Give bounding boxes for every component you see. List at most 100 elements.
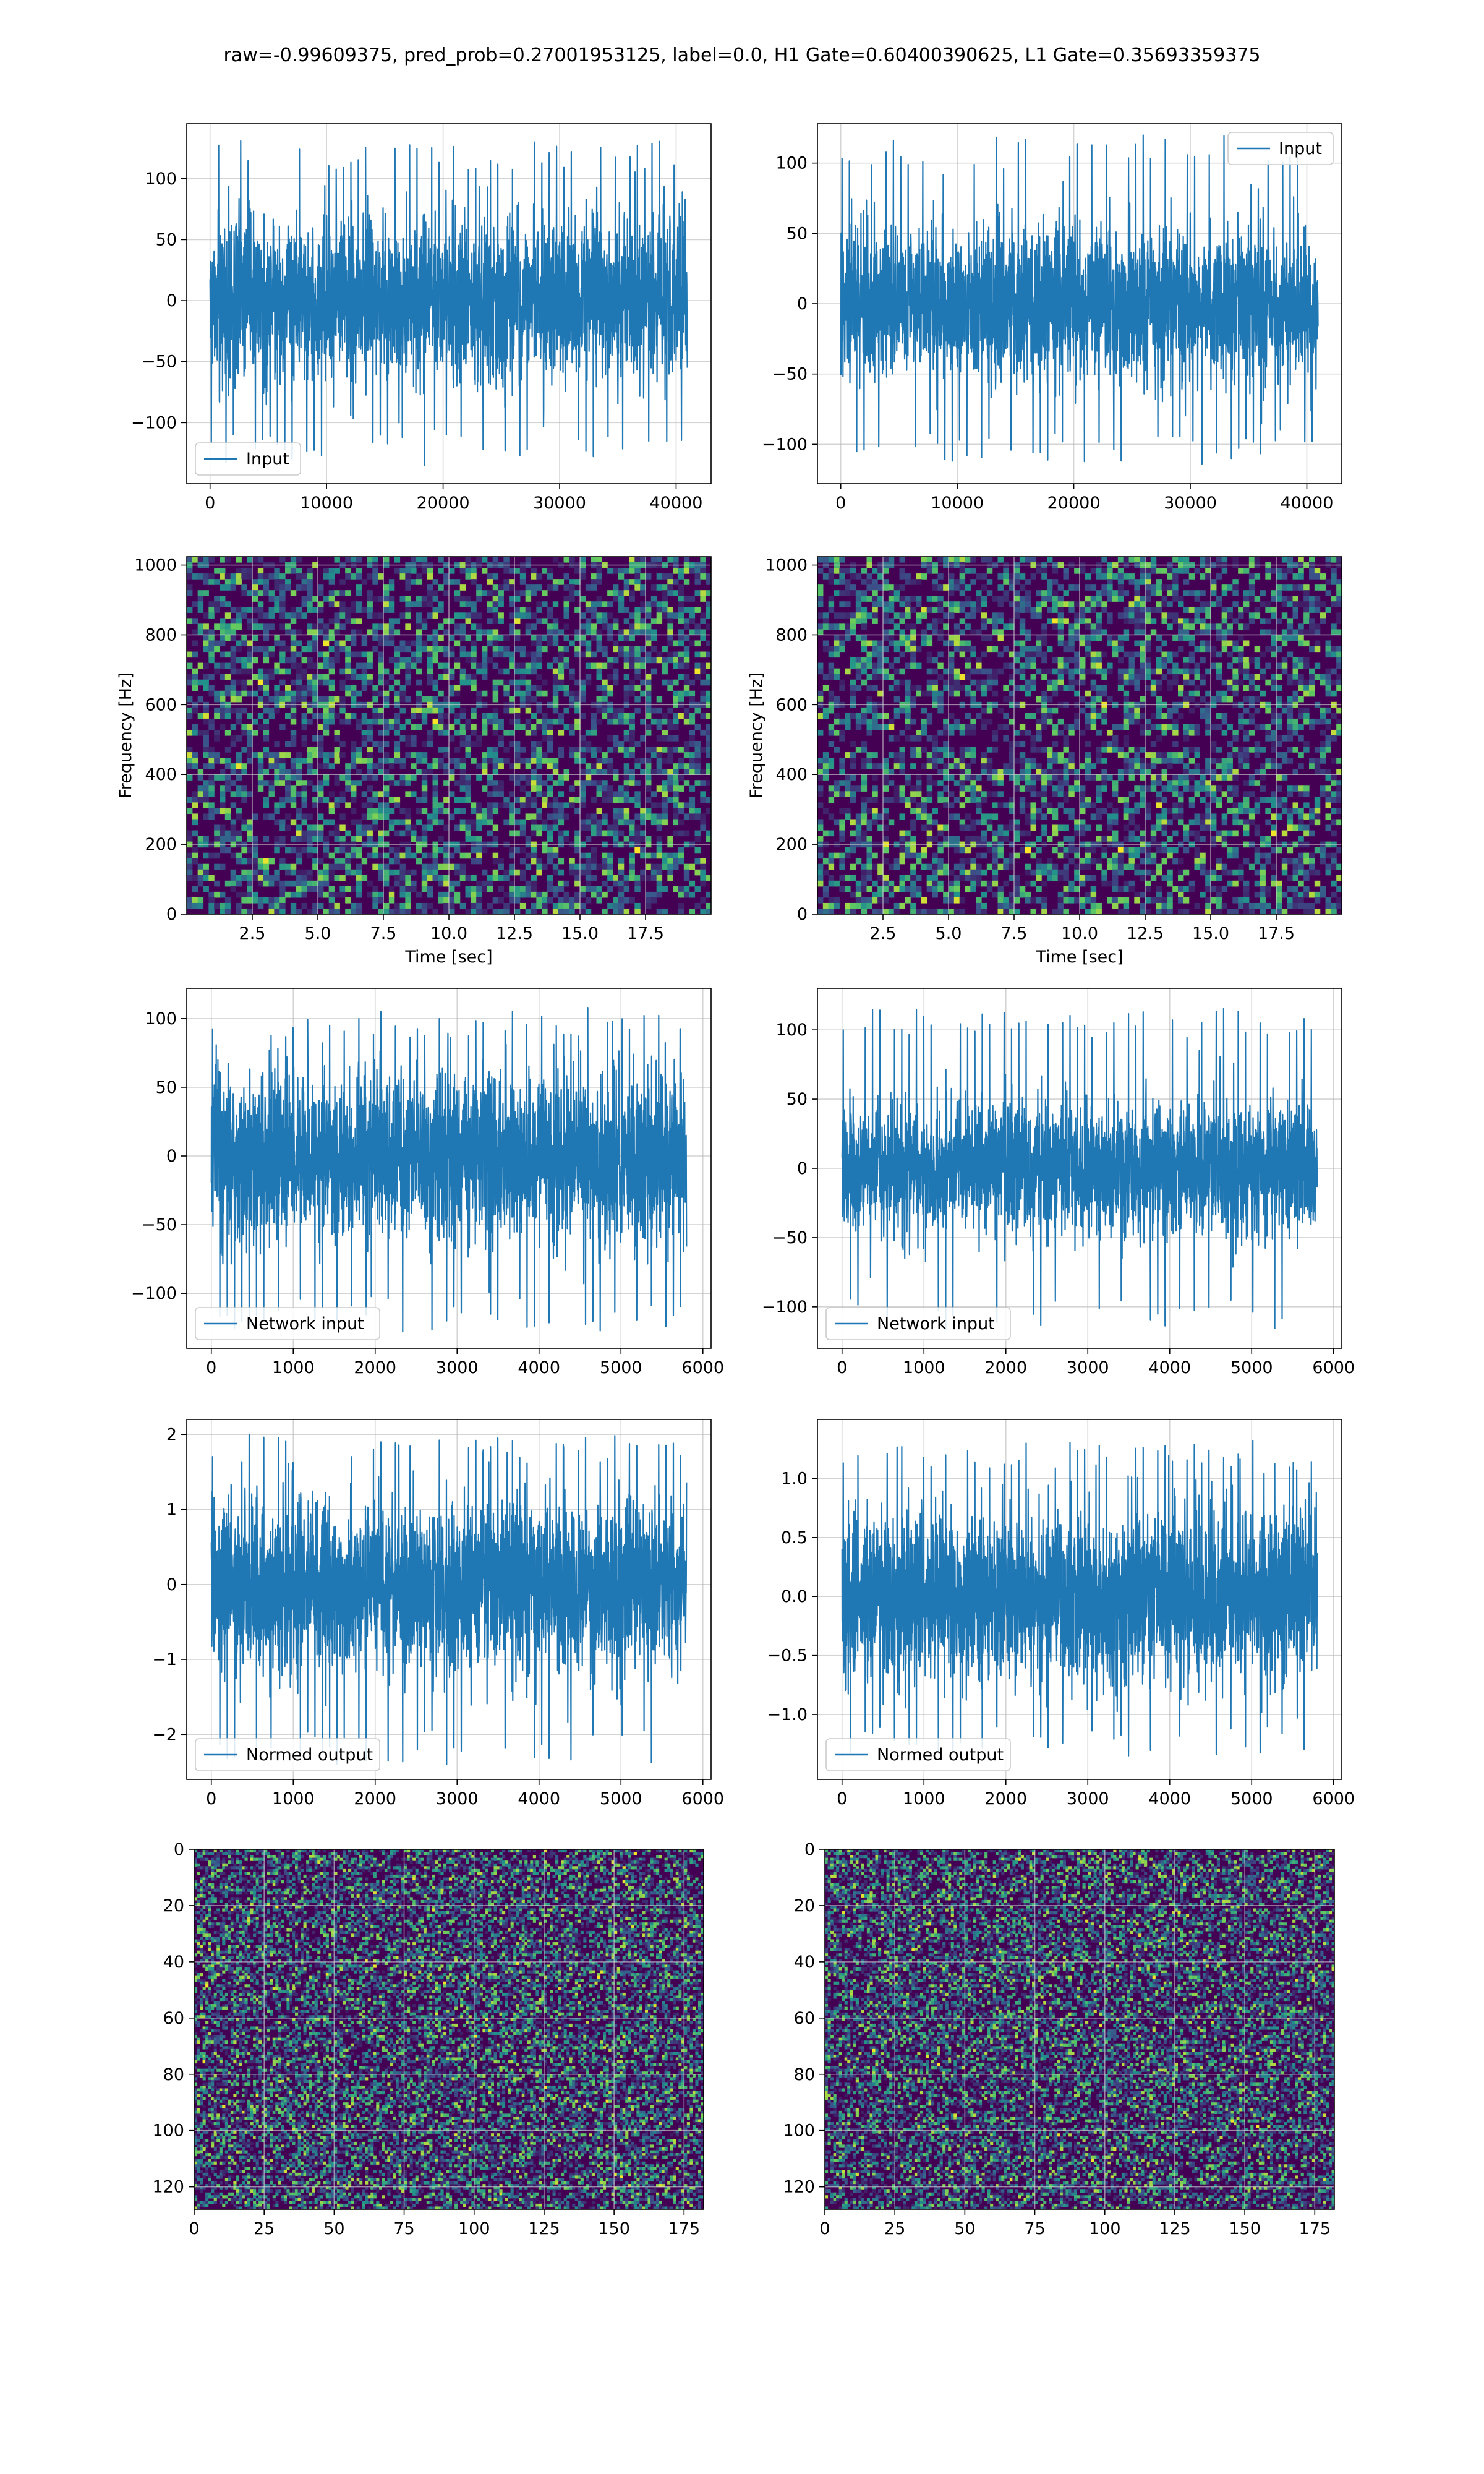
axes-frame bbox=[824, 1849, 1335, 2210]
x-tick-label: 150 bbox=[1229, 2219, 1261, 2238]
x-tick-label: 5.0 bbox=[936, 924, 962, 943]
y-tick-label: −1.0 bbox=[767, 1705, 808, 1724]
series-line bbox=[210, 1006, 688, 1333]
y-tick-label: −1 bbox=[152, 1650, 177, 1669]
x-tick-label: 6000 bbox=[1312, 1789, 1355, 1808]
legend: Network input bbox=[825, 1307, 1011, 1340]
x-tick-label: 2000 bbox=[354, 1358, 396, 1377]
x-tick-label: 175 bbox=[668, 2219, 701, 2238]
y-axis-label: Frequency [Hz] bbox=[116, 672, 135, 798]
y-tick-label: 60 bbox=[163, 2009, 184, 2028]
x-axis-label: Time [sec] bbox=[404, 948, 492, 967]
legend: Network input bbox=[195, 1307, 380, 1340]
y-tick-label: 80 bbox=[163, 2065, 184, 2084]
axes-frame bbox=[817, 1419, 1342, 1780]
x-tick-label: 4000 bbox=[1148, 1789, 1191, 1808]
legend: Input bbox=[1227, 132, 1334, 165]
x-tick-label: 4000 bbox=[1148, 1358, 1191, 1377]
x-tick-label: 2000 bbox=[354, 1789, 396, 1808]
y-tick-label: 800 bbox=[145, 625, 177, 644]
x-tick-label: 75 bbox=[393, 2219, 414, 2238]
x-tick-label: 0 bbox=[206, 1358, 216, 1377]
x-tick-label: 25 bbox=[254, 2219, 275, 2238]
y-tick-label: 0 bbox=[797, 1159, 808, 1178]
y-tick-label: −100 bbox=[131, 413, 177, 432]
x-tick-label: 2.5 bbox=[239, 924, 266, 943]
series-line bbox=[841, 1008, 1318, 1331]
y-tick-label: −100 bbox=[131, 1284, 177, 1303]
x-tick-label: 3000 bbox=[1067, 1358, 1109, 1377]
y-tick-label: 1000 bbox=[765, 556, 808, 575]
x-tick-label: 3000 bbox=[436, 1358, 479, 1377]
y-tick-label: 600 bbox=[145, 695, 177, 714]
axes-frame bbox=[186, 1419, 712, 1780]
x-tick-label: 150 bbox=[598, 2219, 630, 2238]
plot-area bbox=[187, 988, 711, 1348]
y-tick-label: 100 bbox=[775, 1021, 808, 1040]
plot-area bbox=[817, 557, 1342, 914]
y-tick-label: −50 bbox=[142, 353, 177, 372]
y-tick-label: 0 bbox=[166, 1147, 177, 1166]
series-line bbox=[210, 1434, 688, 1765]
x-tick-label: 15.0 bbox=[1192, 924, 1229, 943]
x-tick-label: 50 bbox=[954, 2219, 975, 2238]
x-tick-label: 0 bbox=[205, 494, 215, 513]
x-tick-label: 17.5 bbox=[1258, 924, 1295, 943]
x-tick-label: 0 bbox=[837, 1789, 847, 1808]
plot-area bbox=[187, 557, 711, 914]
y-tick-label: 0.0 bbox=[781, 1587, 808, 1606]
x-tick-label: 175 bbox=[1299, 2219, 1331, 2238]
y-tick-label: 120 bbox=[783, 2178, 815, 2197]
y-tick-label: −50 bbox=[772, 1228, 808, 1248]
x-tick-label: 10.0 bbox=[430, 924, 467, 943]
x-tick-label: 5.0 bbox=[305, 924, 331, 943]
x-tick-label: 2.5 bbox=[870, 924, 897, 943]
x-tick-label: 3000 bbox=[436, 1789, 479, 1808]
y-tick-label: 100 bbox=[145, 169, 177, 189]
x-tick-label: 7.5 bbox=[1001, 924, 1028, 943]
y-tick-label: 600 bbox=[775, 695, 808, 714]
y-tick-label: 200 bbox=[145, 835, 177, 854]
y-tick-label: 0.5 bbox=[781, 1528, 808, 1547]
y-tick-label: 400 bbox=[145, 765, 177, 784]
y-tick-label: 200 bbox=[775, 835, 808, 854]
plot-area bbox=[817, 124, 1342, 484]
x-tick-label: 5000 bbox=[1230, 1358, 1273, 1377]
legend-label: Normed output bbox=[877, 1745, 1004, 1765]
x-tick-label: 0 bbox=[206, 1789, 216, 1808]
y-tick-label: 0 bbox=[166, 291, 177, 310]
x-tick-label: 6000 bbox=[681, 1789, 724, 1808]
x-tick-label: 0 bbox=[819, 2219, 830, 2238]
x-tick-label: 17.5 bbox=[627, 924, 664, 943]
x-tick-label: 5000 bbox=[600, 1358, 642, 1377]
x-tick-label: 1000 bbox=[903, 1358, 945, 1377]
x-tick-label: 125 bbox=[528, 2219, 560, 2238]
y-tick-label: −50 bbox=[772, 365, 808, 384]
x-tick-label: 5000 bbox=[600, 1789, 642, 1808]
plot-area bbox=[817, 988, 1342, 1348]
x-tick-label: 12.5 bbox=[1127, 924, 1164, 943]
y-tick-label: 1 bbox=[166, 1500, 177, 1520]
y-tick-label: 400 bbox=[775, 765, 808, 784]
y-tick-label: 0 bbox=[804, 1840, 815, 1859]
x-tick-label: 0 bbox=[837, 1358, 847, 1377]
legend: Normed output bbox=[195, 1738, 380, 1771]
x-tick-label: 10000 bbox=[931, 494, 984, 513]
x-tick-label: 40000 bbox=[1281, 494, 1334, 513]
y-tick-label: −100 bbox=[762, 1298, 808, 1317]
x-tick-label: 1000 bbox=[903, 1789, 945, 1808]
series-line bbox=[840, 134, 1319, 466]
y-tick-label: 80 bbox=[794, 2065, 815, 2084]
x-tick-label: 4000 bbox=[518, 1358, 560, 1377]
y-tick-label: 800 bbox=[775, 625, 808, 644]
x-axis-label: Time [sec] bbox=[1035, 948, 1123, 967]
series-line bbox=[209, 140, 688, 466]
x-tick-label: 6000 bbox=[1312, 1358, 1355, 1377]
y-tick-label: 50 bbox=[787, 224, 808, 243]
y-tick-label: 50 bbox=[787, 1090, 808, 1109]
